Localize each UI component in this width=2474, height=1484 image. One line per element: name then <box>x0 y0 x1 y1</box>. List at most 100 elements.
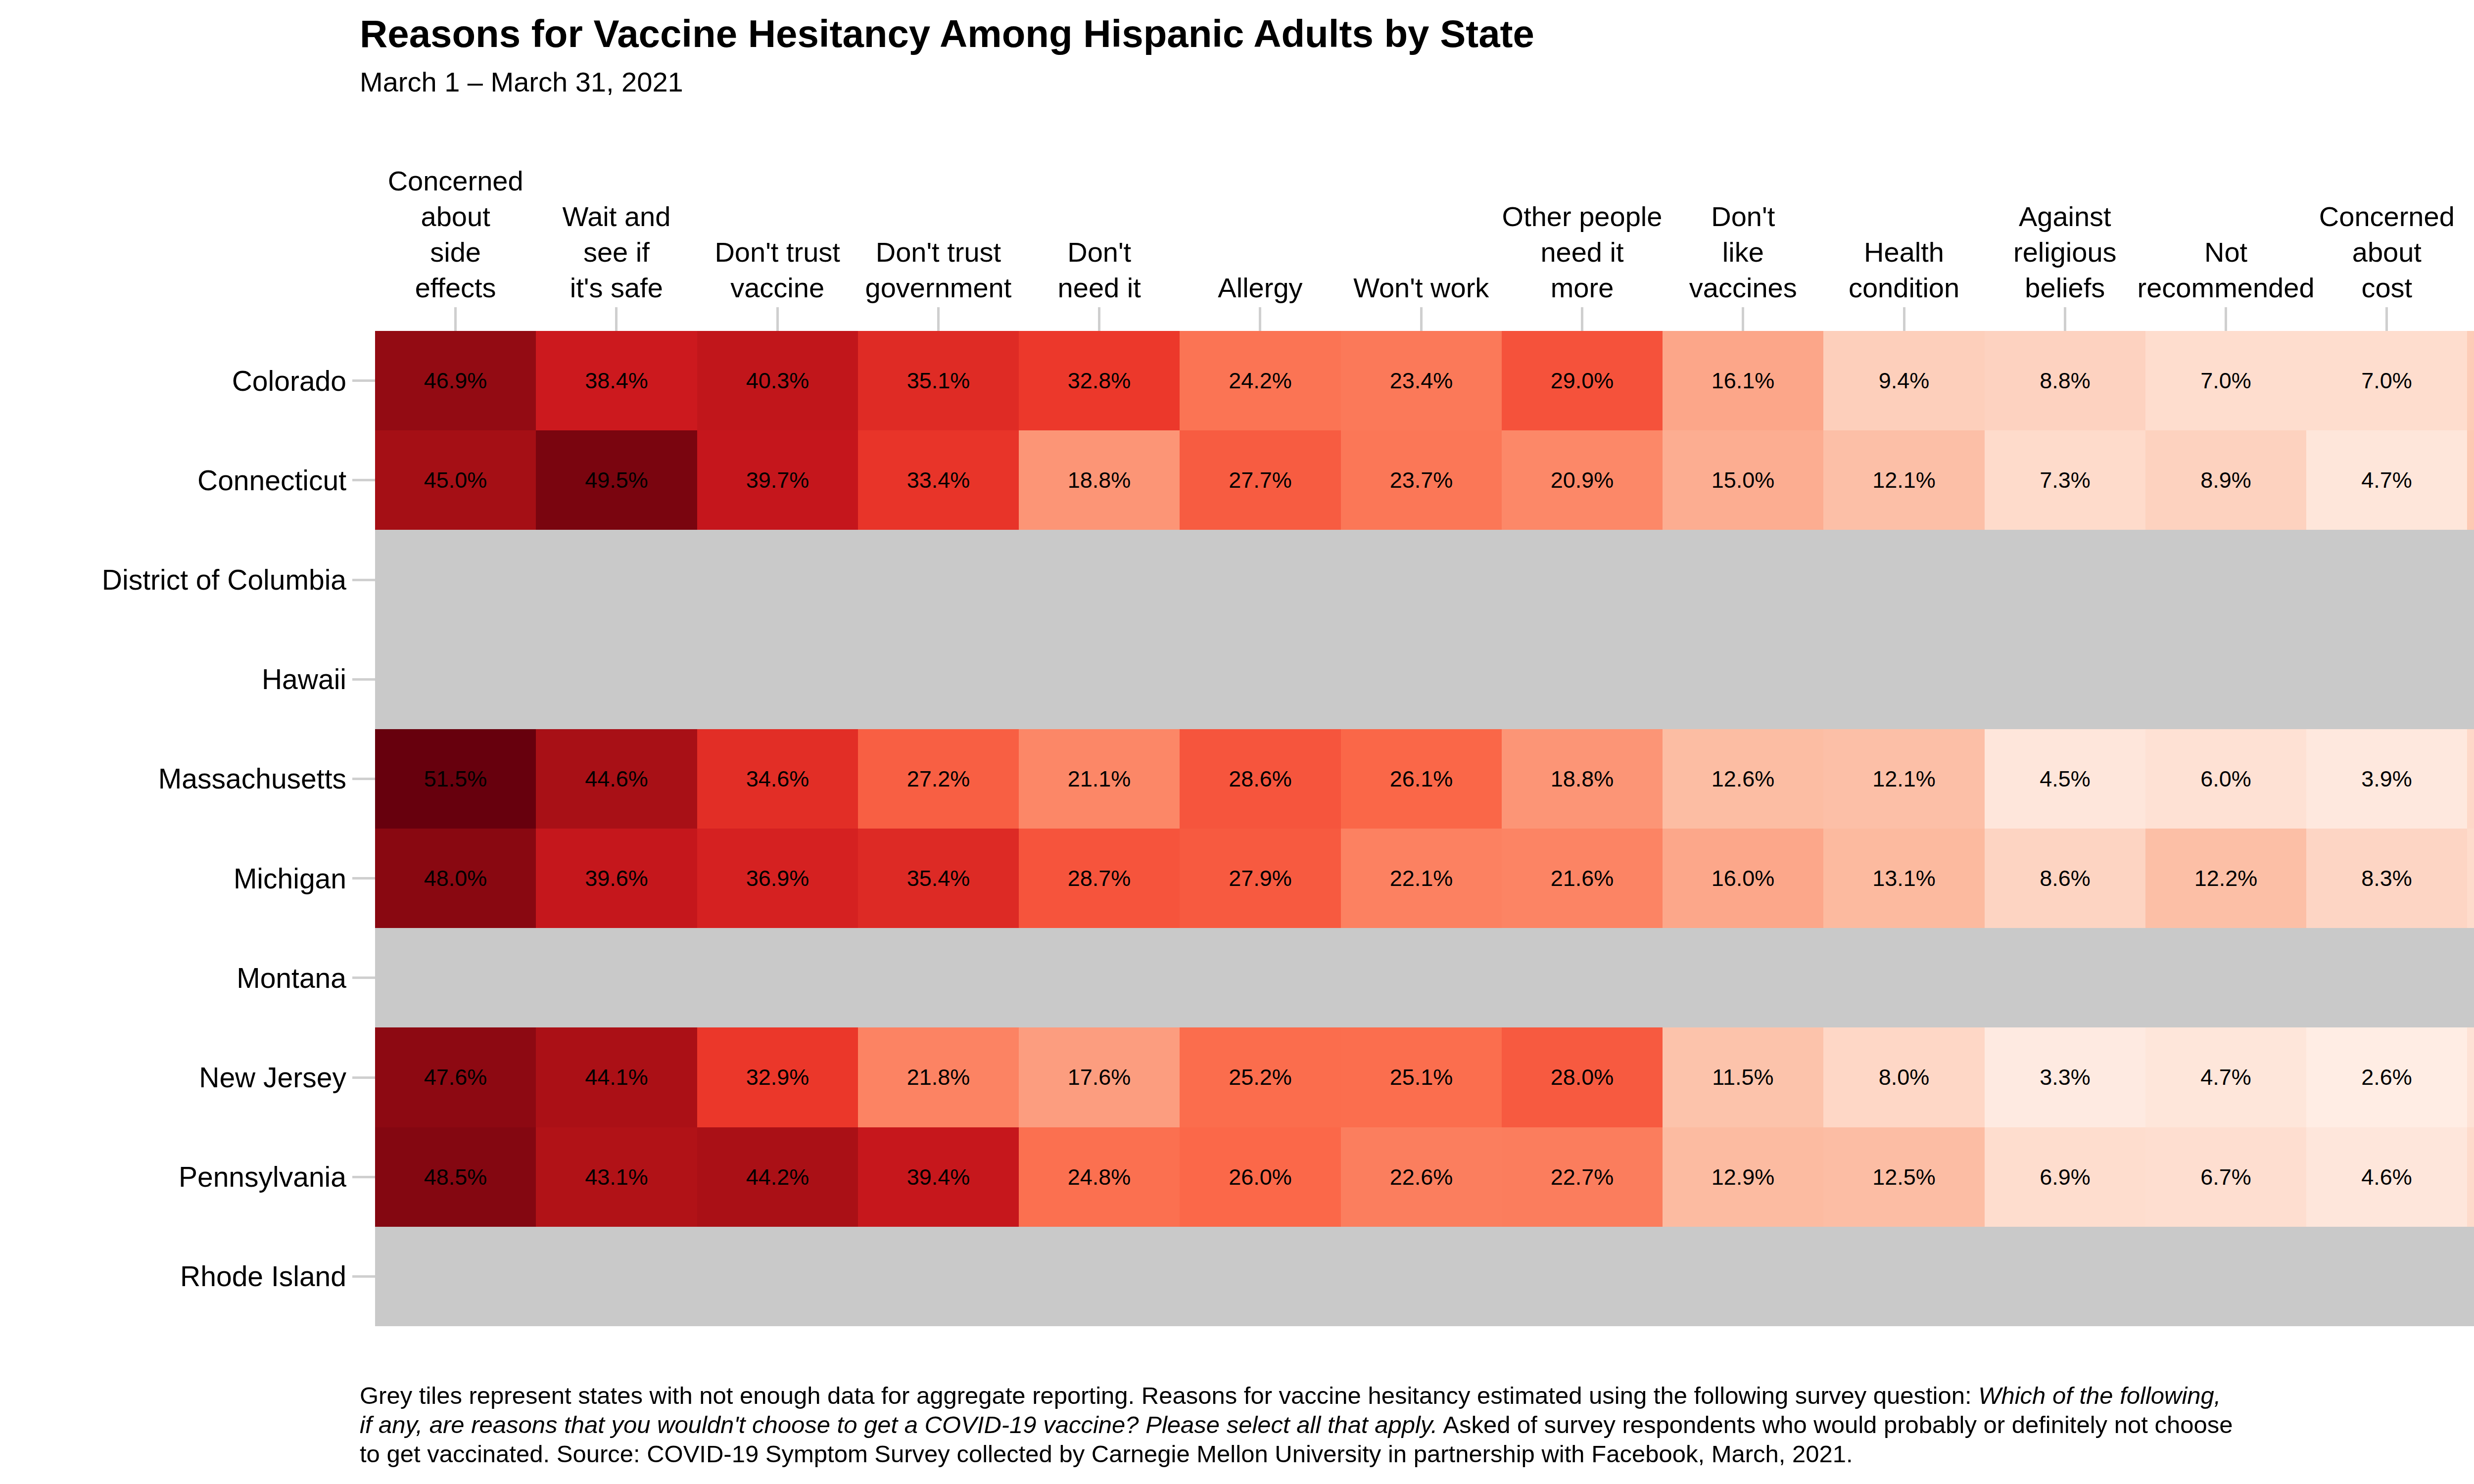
heatmap-cell: 3.9% <box>2306 729 2467 829</box>
heatmap-cell: 12.6% <box>1663 729 1823 829</box>
row-tick <box>352 379 375 382</box>
heatmap-cell: 23.7% <box>1341 430 1502 530</box>
heatmap-cell-no-data <box>2306 928 2467 1027</box>
heatmap-cell: 2.6% <box>2306 1027 2467 1127</box>
column-header-line: see if <box>562 234 670 270</box>
column-header: Other peopleneed itmore <box>1502 199 1663 306</box>
heatmap-cell-no-data <box>536 1227 697 1326</box>
column-header-line: like <box>1689 234 1797 270</box>
heatmap-cell: 27.7% <box>1180 430 1341 530</box>
heatmap-cell-no-data <box>1341 630 1502 729</box>
heatmap-cell-no-data <box>1019 928 1180 1027</box>
heatmap-cell-no-data <box>2145 928 2306 1027</box>
heatmap-cell: 28.6% <box>1180 729 1341 829</box>
heatmap-cell: 23.4% <box>1341 331 1502 430</box>
heatmap-cell-no-data <box>1985 1227 2145 1326</box>
heatmap-cell-no-data <box>697 1227 858 1326</box>
heatmap-cell-no-data <box>1019 630 1180 729</box>
column-tick <box>1742 307 1744 331</box>
heatmap-cell-no-data <box>1663 928 1823 1027</box>
heatmap-cell: 16.1% <box>1663 331 1823 430</box>
heatmap-cell: 12.1% <box>1823 430 1985 530</box>
heatmap-cell: 29.0% <box>1502 331 1663 430</box>
column-header-line: beliefs <box>2013 270 2117 306</box>
heatmap-cell: 25.1% <box>1341 1027 1502 1127</box>
caption-text: to get vaccinated. Source: COVID-19 Symp… <box>360 1440 1853 1467</box>
heatmap-cell-no-data <box>1823 928 1985 1027</box>
column-header: Healthcondition <box>1849 234 1959 306</box>
heatmap-cell: 4.5% <box>1985 729 2145 829</box>
heatmap-cell: 32.8% <box>1019 331 1180 430</box>
heatmap-cell-no-data <box>375 928 536 1027</box>
heatmap-cell-no-data <box>1502 928 1663 1027</box>
heatmap-cell: 26.1% <box>1341 729 1502 829</box>
heatmap-cell: 10.5% <box>2467 430 2474 530</box>
heatmap-cell: 7.3% <box>1985 430 2145 530</box>
row-tick <box>352 1076 375 1079</box>
heatmap-cell: 25.2% <box>1180 1027 1341 1127</box>
heatmap-cell: 22.1% <box>1341 829 1502 928</box>
heatmap-cell: 44.1% <box>536 1027 697 1127</box>
heatmap-cell: 16.0% <box>1663 829 1823 928</box>
column-header: Won't work <box>1353 270 1489 306</box>
row-tick <box>352 976 375 979</box>
column-tick <box>615 307 618 331</box>
heatmap-cell: 21.6% <box>1502 829 1663 928</box>
heatmap-cell-no-data <box>858 928 1019 1027</box>
heatmap-cell-no-data <box>536 530 697 630</box>
heatmap-cell: 8.8% <box>1985 331 2145 430</box>
heatmap-cell-no-data <box>697 630 858 729</box>
heatmap-cell: 8.3% <box>2306 829 2467 928</box>
column-header-line: Concerned <box>388 163 523 199</box>
caption-question-text: Which of the following, <box>1978 1382 2221 1409</box>
column-header-line: Other people <box>1502 199 1663 234</box>
caption-line: if any, are reasons that you wouldn't ch… <box>360 1410 2233 1439</box>
heatmap-cell-no-data <box>1823 530 1985 630</box>
heatmap-cell: 33.4% <box>858 430 1019 530</box>
heatmap-cell-no-data <box>1502 630 1663 729</box>
heatmap-cell: 17.6% <box>1019 1027 1180 1127</box>
column-header-line: Concerned <box>2319 199 2455 234</box>
heatmap-cell-no-data <box>858 530 1019 630</box>
heatmap-cell-no-data <box>858 1227 1019 1326</box>
heatmap-cell: 47.6% <box>375 1027 536 1127</box>
column-header-line: effects <box>388 270 523 306</box>
heatmap-cell-no-data <box>536 928 697 1027</box>
caption-text: Grey tiles represent states with not eno… <box>360 1382 1978 1409</box>
chart-subtitle: March 1 – March 31, 2021 <box>360 65 683 98</box>
heatmap-cell: 24.2% <box>1180 331 1341 430</box>
heatmap-cell: 11.5% <box>1663 1027 1823 1127</box>
column-header-line: about <box>2319 234 2455 270</box>
heatmap-cell-no-data <box>1019 530 1180 630</box>
heatmap-cell: 24.8% <box>1019 1127 1180 1227</box>
column-tick <box>1420 307 1423 331</box>
heatmap-cell-no-data <box>2306 1227 2467 1326</box>
heatmap-cell-no-data <box>1502 1227 1663 1326</box>
heatmap-cell: 49.5% <box>536 430 697 530</box>
heatmap-cell-no-data <box>697 928 858 1027</box>
row-label: Michigan <box>0 829 346 928</box>
column-header-line: more <box>1502 270 1663 306</box>
heatmap-cell: 12.5% <box>1823 1127 1985 1227</box>
heatmap-cell: 5.7% <box>2467 1027 2474 1127</box>
heatmap-cell: 21.1% <box>1019 729 1180 829</box>
heatmap-cell: 20.9% <box>1502 430 1663 530</box>
column-header-line: cost <box>2319 270 2455 306</box>
row-label: Colorado <box>0 331 346 430</box>
heatmap-cell-no-data <box>1019 1227 1180 1326</box>
heatmap-cell-no-data <box>2145 1227 2306 1326</box>
column-header-line: Health <box>1849 234 1959 270</box>
heatmap-cell: 22.7% <box>1502 1127 1663 1227</box>
heatmap-cell: 44.2% <box>697 1127 858 1227</box>
column-tick <box>2064 307 2066 331</box>
heatmap-cell: 36.9% <box>697 829 858 928</box>
column-header-line: Don't trust <box>865 234 1012 270</box>
heatmap-cell: 3.3% <box>1985 1027 2145 1127</box>
row-label: Pennsylvania <box>0 1127 346 1227</box>
column-header-line: Allergy <box>1218 270 1302 306</box>
heatmap-cell: 26.0% <box>1180 1127 1341 1227</box>
column-header-line: government <box>865 270 1012 306</box>
heatmap-cell: 7.3% <box>2467 1127 2474 1227</box>
column-header-line: about <box>388 199 523 234</box>
heatmap-cell-no-data <box>1180 928 1341 1027</box>
